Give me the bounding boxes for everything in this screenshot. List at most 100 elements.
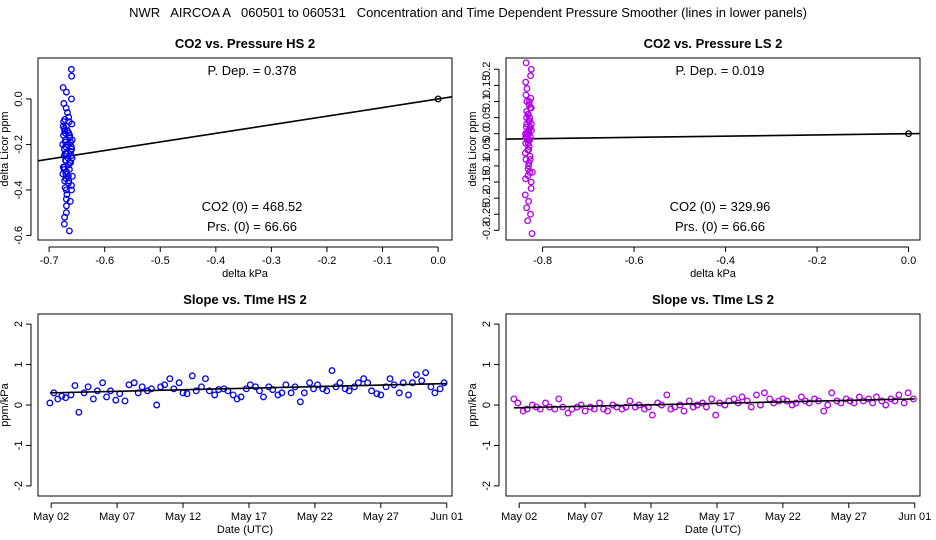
data-point <box>522 156 530 163</box>
data-point <box>188 372 196 380</box>
page-title: NWR AIRCOA A 060501 to 060531 Concentrat… <box>129 5 807 20</box>
data-point <box>386 375 394 383</box>
data-point <box>523 107 531 115</box>
data-point <box>525 127 533 134</box>
data-point <box>418 377 426 385</box>
reference-point <box>434 95 442 103</box>
data-point <box>67 65 75 73</box>
data-point <box>536 405 544 413</box>
data-point <box>721 401 729 409</box>
data-point <box>528 168 536 176</box>
data-point <box>65 227 73 235</box>
x-tick-label: -0.2 <box>808 255 827 267</box>
data-point <box>345 387 353 395</box>
data-point <box>368 387 376 395</box>
data-point <box>252 383 259 391</box>
data-point <box>440 379 448 387</box>
data-point <box>730 395 738 403</box>
smoother-line <box>513 398 915 409</box>
co2-zero-annotation: CO2 (0) = 329.96 <box>670 199 771 214</box>
data-point <box>524 139 532 147</box>
smoother-line <box>49 382 447 394</box>
data-point <box>360 375 368 383</box>
data-point <box>527 185 535 192</box>
data-point <box>526 156 534 163</box>
data-point <box>792 399 800 407</box>
data-point <box>528 230 536 238</box>
x-tick-label: -0.6 <box>95 255 114 267</box>
data-point <box>895 391 903 399</box>
data-point <box>399 379 407 387</box>
data-point <box>904 389 912 397</box>
data-point <box>68 136 76 144</box>
data-point <box>525 117 533 125</box>
data-point <box>75 408 83 416</box>
data-point <box>900 399 908 407</box>
y-tick-label: 1 <box>13 361 25 367</box>
hs-pressure-panel: CO2 vs. Pressure HS 2 -0.7 -0.6 -0.5 -0.4 -0.… <box>0 36 453 280</box>
data-point <box>130 379 138 387</box>
data-point <box>62 143 69 151</box>
data-point <box>153 401 161 409</box>
data-point <box>84 383 92 391</box>
data-point <box>527 178 535 186</box>
y-tick-label: -1 <box>13 441 25 451</box>
data-point <box>685 397 693 405</box>
plot-title: Slope vs. TIme HS 2 <box>183 292 307 307</box>
x-tick-label: May 07 <box>99 511 135 523</box>
x-tick-label: -0.8 <box>533 255 552 267</box>
x-tick-label: -0.3 <box>262 255 281 267</box>
y-tick-label: -0.6 <box>13 226 25 245</box>
data-point <box>201 375 209 383</box>
x-tick-label: Jun 01 <box>430 511 463 523</box>
data-point <box>865 395 873 403</box>
y-tick-label: -2 <box>481 481 493 491</box>
x-tick-label: May 12 <box>165 511 201 523</box>
data-point <box>878 397 886 405</box>
data-point <box>296 398 304 406</box>
data-point <box>525 143 533 151</box>
data-point <box>797 393 805 401</box>
data-point <box>260 393 267 401</box>
x-axis-label: delta kPa <box>690 268 737 280</box>
y-tick-label: 0 <box>13 402 25 408</box>
data-point <box>882 401 890 409</box>
data-point <box>192 387 200 395</box>
data-point <box>521 191 529 199</box>
data-point <box>278 389 286 397</box>
y-tick-label: 0.15 <box>481 75 493 96</box>
y-tick-label: 0.0 <box>481 126 493 141</box>
x-tick-label: May 27 <box>363 511 399 523</box>
y-tick-label: -0.25 <box>481 202 493 227</box>
data-point <box>824 401 832 409</box>
plot-data-area <box>46 367 448 416</box>
data-point <box>61 150 69 157</box>
data-point <box>542 399 550 407</box>
data-point <box>523 405 531 413</box>
plot-data-area <box>38 65 452 235</box>
data-point <box>46 399 54 407</box>
data-point <box>63 202 70 210</box>
data-point <box>121 397 129 405</box>
data-point <box>604 407 611 415</box>
data-point <box>626 397 634 405</box>
data-point <box>205 387 213 395</box>
data-point <box>523 204 531 212</box>
y-tick-label: -0.2 <box>13 135 25 154</box>
data-point <box>510 395 518 403</box>
data-point <box>408 379 416 387</box>
data-point <box>524 110 532 118</box>
data-point <box>527 210 534 218</box>
data-point <box>891 397 899 405</box>
data-point <box>427 383 435 391</box>
data-point <box>62 88 70 96</box>
data-point <box>61 213 69 221</box>
ls-slope-panel: Slope vs. TIme LS 2 May 02 May 07 May 12 May… <box>467 292 931 536</box>
data-point <box>314 381 321 389</box>
data-point <box>62 104 70 112</box>
data-point <box>68 154 76 162</box>
co2-zero-annotation: CO2 (0) = 468.52 <box>202 199 303 214</box>
data-point <box>68 186 75 194</box>
data-point <box>422 369 430 377</box>
